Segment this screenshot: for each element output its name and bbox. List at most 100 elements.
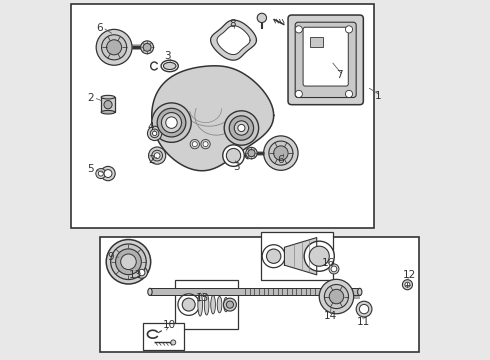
Circle shape [190,139,199,149]
Text: 14: 14 [324,311,337,321]
Circle shape [111,244,146,280]
Text: 8: 8 [229,19,236,29]
Bar [143,323,184,350]
FancyBboxPatch shape [288,15,364,105]
Circle shape [161,113,181,133]
Circle shape [356,301,372,317]
Circle shape [257,13,267,23]
Circle shape [141,41,153,54]
Polygon shape [217,26,250,55]
Circle shape [295,90,302,98]
Circle shape [331,266,337,272]
Circle shape [178,294,199,315]
Circle shape [405,282,410,287]
Text: 10: 10 [163,320,176,330]
Circle shape [234,121,248,135]
Ellipse shape [223,297,228,312]
Ellipse shape [358,288,362,296]
Circle shape [329,289,343,304]
Circle shape [295,26,302,33]
Text: 2: 2 [87,93,94,103]
Ellipse shape [101,95,115,99]
Circle shape [101,166,115,181]
Bar [101,97,115,112]
Text: 16: 16 [322,258,335,268]
Circle shape [101,35,126,60]
Polygon shape [152,66,274,171]
Circle shape [152,150,163,161]
Ellipse shape [148,288,152,296]
Circle shape [345,90,353,98]
Circle shape [116,249,141,275]
Text: 15: 15 [196,293,209,303]
Text: 1: 1 [375,91,381,101]
Circle shape [319,279,354,314]
Ellipse shape [211,295,216,314]
Circle shape [106,239,151,284]
Circle shape [226,148,241,163]
Text: 9: 9 [107,252,114,262]
Text: 6: 6 [277,155,284,165]
Ellipse shape [164,62,176,69]
Ellipse shape [104,100,112,109]
Circle shape [345,26,353,33]
Circle shape [245,147,257,159]
Bar [150,288,360,296]
Text: 3: 3 [234,162,240,172]
Circle shape [182,298,195,311]
Circle shape [402,280,413,290]
Circle shape [96,30,132,65]
Circle shape [238,125,245,132]
Bar [175,280,238,329]
Circle shape [324,284,348,309]
Circle shape [166,117,177,129]
Circle shape [224,111,259,145]
Circle shape [104,170,112,177]
Circle shape [136,267,147,278]
Bar [100,237,419,352]
Ellipse shape [217,296,222,313]
Polygon shape [285,238,317,275]
Circle shape [96,168,106,179]
Text: 13: 13 [128,270,142,280]
Circle shape [148,147,166,164]
Circle shape [121,254,136,270]
Circle shape [329,264,339,274]
Circle shape [98,171,103,176]
Text: 6: 6 [96,23,103,33]
Text: 12: 12 [403,270,416,280]
Polygon shape [211,20,256,60]
Circle shape [262,245,285,268]
Circle shape [223,298,236,311]
Circle shape [152,103,191,142]
Text: 2: 2 [148,155,155,165]
Bar [261,232,333,280]
Circle shape [269,141,293,165]
Circle shape [157,108,186,137]
Circle shape [201,139,210,149]
Circle shape [171,340,176,345]
Circle shape [139,269,145,276]
FancyBboxPatch shape [303,27,348,86]
Circle shape [229,116,254,140]
Text: 5: 5 [87,164,94,174]
Circle shape [248,149,255,157]
Circle shape [359,305,368,314]
Text: 4: 4 [147,122,154,132]
Ellipse shape [198,293,202,316]
Ellipse shape [204,294,209,315]
Ellipse shape [101,111,115,114]
Circle shape [267,249,281,264]
Circle shape [223,145,245,166]
Circle shape [147,126,162,140]
Ellipse shape [161,60,178,72]
Bar [71,4,374,228]
Circle shape [304,241,334,271]
Circle shape [154,153,160,158]
Circle shape [150,129,159,138]
Circle shape [152,131,157,135]
FancyBboxPatch shape [295,22,356,98]
Circle shape [192,141,197,147]
Circle shape [309,246,329,266]
Circle shape [203,141,208,147]
